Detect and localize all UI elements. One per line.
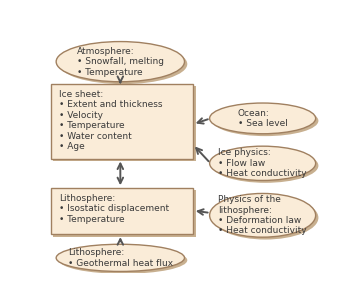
Text: Lithosphere:
• Geothermal heat flux: Lithosphere: • Geothermal heat flux — [68, 248, 173, 268]
Ellipse shape — [210, 193, 316, 237]
Text: Ice physics:
• Flow law
• Heat conductivity: Ice physics: • Flow law • Heat conductiv… — [218, 148, 307, 178]
Ellipse shape — [59, 247, 187, 274]
Ellipse shape — [210, 146, 316, 181]
Text: Atmosphere:
• Snowfall, melting
• Temperature: Atmosphere: • Snowfall, melting • Temper… — [77, 47, 164, 76]
Ellipse shape — [212, 105, 318, 136]
Text: Lithosphere:
• Isostatic displacement
• Temperature: Lithosphere: • Isostatic displacement • … — [59, 194, 169, 224]
Text: Ocean:
• Sea level: Ocean: • Sea level — [238, 109, 288, 128]
Ellipse shape — [210, 103, 316, 134]
Ellipse shape — [56, 41, 185, 82]
FancyBboxPatch shape — [53, 190, 196, 237]
Text: Physics of the
lithosphere:
• Deformation law
• Heat conductivity: Physics of the lithosphere: • Deformatio… — [218, 195, 307, 235]
Ellipse shape — [59, 44, 187, 84]
Ellipse shape — [56, 244, 185, 271]
FancyBboxPatch shape — [50, 188, 193, 234]
Ellipse shape — [212, 196, 318, 239]
Ellipse shape — [212, 149, 318, 183]
FancyBboxPatch shape — [53, 87, 196, 161]
Text: Ice sheet:
• Extent and thickness
• Velocity
• Temperature
• Water content
• Age: Ice sheet: • Extent and thickness • Velo… — [59, 90, 162, 151]
FancyBboxPatch shape — [50, 84, 193, 159]
